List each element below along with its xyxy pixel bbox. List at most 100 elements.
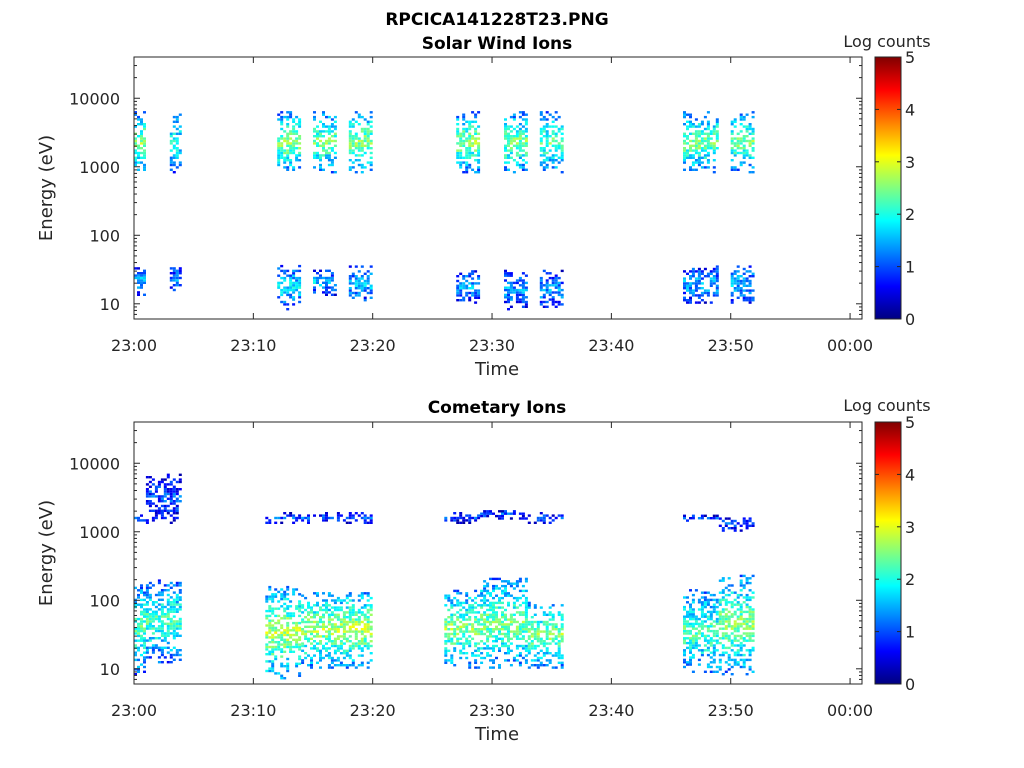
heatmap-cell xyxy=(721,598,725,602)
heatmap-cell xyxy=(172,171,176,174)
heatmap-cell xyxy=(480,661,484,664)
heatmap-cell xyxy=(151,603,155,606)
heatmap-cell xyxy=(468,642,472,645)
heatmap-cell xyxy=(515,291,519,294)
heatmap-cell xyxy=(683,161,686,164)
heatmap-cell xyxy=(360,142,364,145)
heatmap-cell xyxy=(700,608,704,611)
heatmap-cell xyxy=(145,608,149,611)
heatmap-cell xyxy=(456,287,460,290)
heatmap-cell xyxy=(483,584,487,588)
heatmap-cell xyxy=(172,601,176,604)
heatmap-cell xyxy=(748,279,752,283)
heatmap-cell xyxy=(697,649,701,652)
heatmap-cell xyxy=(686,646,689,650)
heatmap-cell xyxy=(369,289,373,292)
heatmap-cell xyxy=(515,599,519,602)
heatmap-cell xyxy=(271,662,275,665)
heatmap-cell xyxy=(515,580,519,583)
heatmap-cell xyxy=(498,587,501,590)
heatmap-cell xyxy=(268,645,272,649)
heatmap-cell xyxy=(154,613,158,616)
heatmap-cell xyxy=(154,516,158,520)
heatmap-cell xyxy=(715,123,719,126)
heatmap-cell xyxy=(280,123,284,126)
heatmap-cell xyxy=(330,599,334,602)
heatmap-cell xyxy=(745,296,749,299)
heatmap-cell xyxy=(742,156,746,159)
heatmap-cell xyxy=(557,613,561,616)
heatmap-cell xyxy=(498,664,501,667)
heatmap-cell xyxy=(483,514,487,518)
heatmap-cell xyxy=(748,289,752,292)
heatmap-cell xyxy=(274,621,278,625)
heatmap-cell xyxy=(518,300,522,304)
heatmap-cell xyxy=(298,118,302,121)
heatmap-cell xyxy=(169,620,173,623)
heatmap-cell xyxy=(539,161,543,164)
heatmap-cell xyxy=(172,512,176,515)
heatmap-cell xyxy=(524,618,528,621)
heatmap-cell xyxy=(137,123,140,126)
heatmap-cell xyxy=(357,642,361,645)
heatmap-cell xyxy=(298,614,302,618)
heatmap-cell xyxy=(339,642,343,645)
heatmap-cell xyxy=(369,151,373,155)
heatmap-cell xyxy=(554,516,558,520)
heatmap-cell xyxy=(474,601,478,605)
heatmap-cell xyxy=(712,294,716,297)
heatmap-cell xyxy=(512,127,516,131)
heatmap-cell xyxy=(524,281,528,285)
heatmap-cell xyxy=(298,291,302,294)
heatmap-cell xyxy=(709,613,713,616)
heatmap-cell xyxy=(447,659,451,662)
heatmap-cell xyxy=(333,139,337,143)
heatmap-cell xyxy=(277,590,281,594)
heatmap-cell xyxy=(527,620,531,624)
heatmap-cell xyxy=(283,677,287,680)
heatmap-cell xyxy=(295,645,299,649)
heatmap-cell xyxy=(265,648,269,651)
heatmap-cell xyxy=(357,620,361,624)
heatmap-cell xyxy=(739,622,743,626)
heatmap-cell xyxy=(330,606,334,609)
heatmap-cell xyxy=(298,609,302,613)
heatmap-cell xyxy=(169,483,173,486)
colorbar-tick-label: 0 xyxy=(905,675,915,694)
heatmap-cell xyxy=(697,294,701,297)
heatmap-cell xyxy=(539,130,543,133)
heatmap-cell xyxy=(507,288,510,292)
heatmap-cell xyxy=(166,625,170,628)
heatmap-cell xyxy=(554,274,558,277)
heatmap-cell xyxy=(703,649,707,652)
heatmap-cell xyxy=(143,168,146,171)
heatmap-cell xyxy=(280,655,284,658)
heatmap-cell xyxy=(689,168,692,171)
heatmap-cell xyxy=(524,616,528,619)
heatmap-cell xyxy=(495,577,498,581)
heatmap-cell xyxy=(363,299,367,302)
heatmap-cell xyxy=(145,490,149,493)
heatmap-cell xyxy=(348,168,352,171)
heatmap-cell xyxy=(683,159,686,162)
heatmap-cell xyxy=(333,652,337,655)
heatmap-cell xyxy=(154,490,158,493)
heatmap-cell xyxy=(462,652,466,655)
heatmap-cell xyxy=(512,291,516,294)
heatmap-cell xyxy=(134,156,137,159)
heatmap-cell xyxy=(298,293,302,297)
heatmap-cell xyxy=(172,485,176,488)
heatmap-cell xyxy=(351,275,355,278)
heatmap-cell xyxy=(160,613,164,616)
heatmap-cell xyxy=(530,664,534,667)
heatmap-cell xyxy=(157,579,161,582)
heatmap-cell xyxy=(706,289,710,292)
heatmap-cell xyxy=(509,149,513,152)
heatmap-cell xyxy=(709,282,713,285)
heatmap-cell xyxy=(342,623,346,626)
heatmap-cell xyxy=(751,639,755,642)
heatmap-cell xyxy=(286,662,290,665)
heatmap-cell xyxy=(483,647,487,650)
heatmap-cell xyxy=(172,284,176,287)
heatmap-cell xyxy=(518,156,522,159)
